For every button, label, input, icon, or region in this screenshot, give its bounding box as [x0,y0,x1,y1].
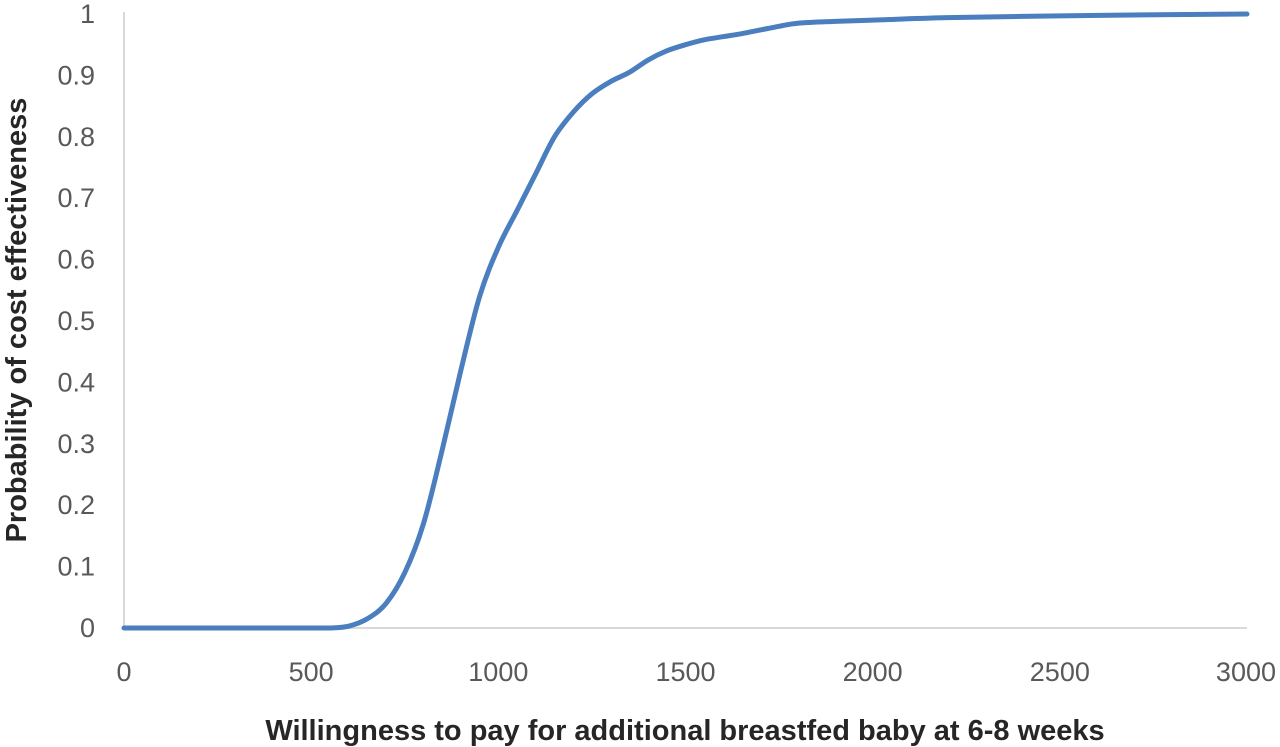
y-axis-title: Probability of cost effectiveness [1,98,33,543]
x-tick-label: 2500 [1030,657,1090,687]
y-tick-label: 0.2 [57,490,95,520]
y-tick-label: 1 [80,0,95,29]
x-axis-title: Willingness to pay for additional breast… [265,715,1104,747]
x-tick-label: 2000 [843,657,903,687]
y-tick-label: 0.3 [57,429,95,459]
x-tick-label: 3000 [1216,657,1276,687]
y-tick-label: 0.7 [57,183,95,213]
y-tick-label: 0.1 [57,552,95,582]
x-tick-label: 0 [116,657,131,687]
x-tick-labels: 0 500 1000 1500 2000 2500 3000 [116,657,1276,687]
y-tick-label: 0.6 [57,245,95,275]
y-tick-label: 0.4 [57,367,95,397]
y-tick-labels: 0 0.1 0.2 0.3 0.4 0.5 0.6 0.7 0.8 0.9 1 [57,0,95,643]
x-tick-label: 1000 [468,657,528,687]
y-tick-label: 0 [80,613,95,643]
y-tick-label: 0.8 [57,122,95,152]
x-tick-label: 1500 [655,657,715,687]
x-tick-label: 500 [289,657,334,687]
series-line [121,11,1250,631]
y-tick-label: 0.9 [57,60,95,90]
plot-area: 0 0.1 0.2 0.3 0.4 0.5 0.6 0.7 0.8 0.9 1 0 500 1000 15… [57,0,1276,687]
y-tick-label: 0.5 [57,306,95,336]
